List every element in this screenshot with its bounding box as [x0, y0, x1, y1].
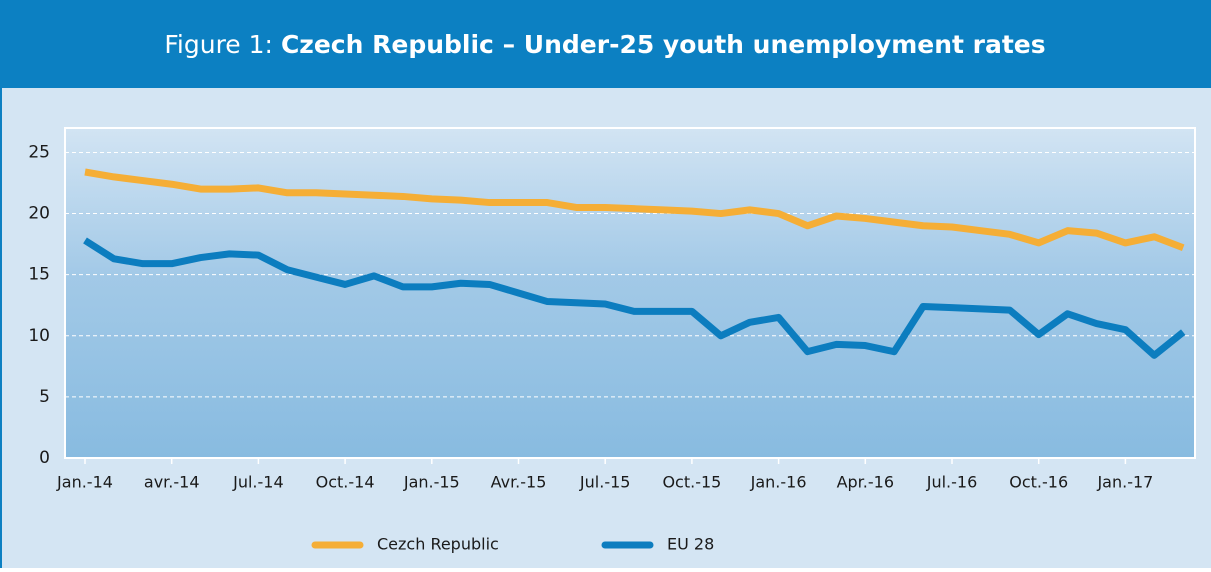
x-tick-label: avr.-14 [144, 473, 200, 492]
x-tick-label: Jan.-17 [1096, 473, 1153, 492]
chart-title: Figure 1: Czech Republic – Under-25 youth… [164, 30, 1045, 59]
y-tick-label: 5 [39, 387, 50, 407]
y-tick-label: 10 [28, 326, 50, 346]
x-tick-label: Apr.-16 [837, 473, 894, 492]
x-tick-label: Avr.-15 [491, 473, 547, 492]
y-tick-label: 0 [39, 448, 50, 468]
x-tick-label: Oct.-14 [316, 473, 375, 492]
line-series [83, 237, 1186, 359]
legend-label: Cezch Republic [377, 535, 499, 554]
x-tick-label: Jan.-15 [403, 473, 460, 492]
legend-label: EU 28 [667, 535, 714, 554]
y-tick-label: 20 [28, 204, 50, 224]
title-main: Czech Republic – Under-25 youth unemploy… [281, 30, 1046, 59]
title-prefix: Figure 1: [164, 30, 273, 59]
y-tick-label: 25 [28, 142, 50, 162]
x-tick-label: Jan.-14 [56, 473, 113, 492]
x-tick-label: Jul.-16 [926, 473, 978, 492]
plot-area [64, 127, 1196, 459]
x-tick-label: Jul.-15 [579, 473, 631, 492]
x-tick-label: Oct.-15 [662, 473, 721, 492]
y-tick-label: 15 [28, 265, 50, 285]
header [0, 0, 1211, 88]
x-tick-label: Jan.-16 [750, 473, 807, 492]
x-tick-label: Oct.-16 [1009, 473, 1068, 492]
line-series [84, 168, 1185, 252]
x-tick-label: Jul.-14 [232, 473, 284, 492]
